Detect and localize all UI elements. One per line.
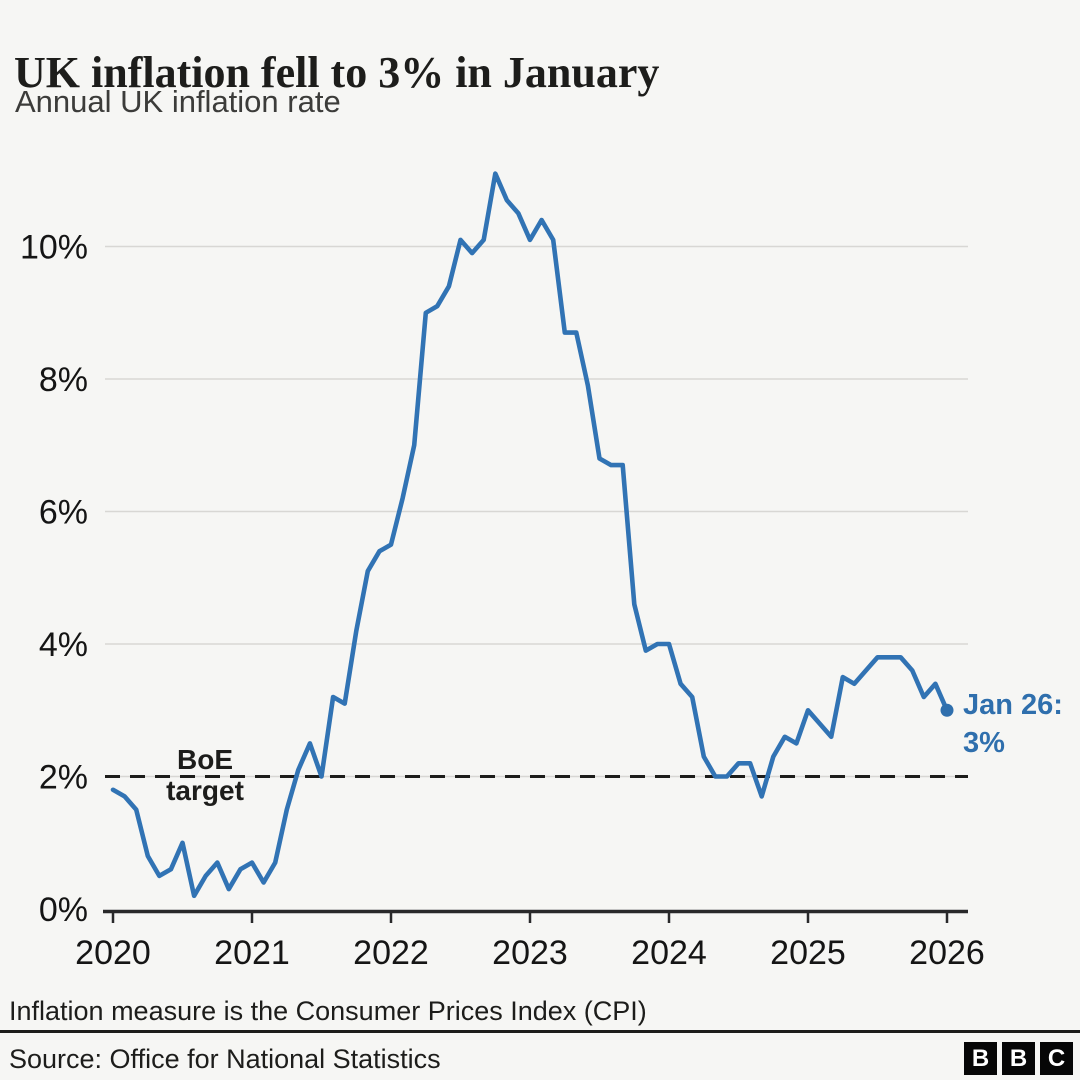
x-tick-label-2024: 2024 bbox=[631, 934, 707, 972]
x-tick-label-2025: 2025 bbox=[770, 934, 846, 972]
y-tick-label-4%: 4% bbox=[39, 626, 88, 664]
latest-value-dot bbox=[940, 703, 954, 717]
source-credit: Source: Office for National Statistics bbox=[9, 1044, 441, 1074]
y-tick-label-8%: 8% bbox=[39, 361, 88, 399]
bbc-logo-block-c: C bbox=[1040, 1042, 1073, 1075]
footer-divider bbox=[0, 1030, 1080, 1033]
bbc-logo-block-b1: B bbox=[964, 1042, 997, 1075]
chart-subtitle: Annual UK inflation rate bbox=[15, 84, 341, 119]
boe-target-label-line2: target bbox=[166, 775, 244, 806]
x-tick-label-2021: 2021 bbox=[214, 934, 290, 972]
chart-layer: 0% 2% 4% 6% 8% 10% 2020 2021 2022 2023 2024 2025 202… bbox=[20, 171, 985, 972]
bbc-logo: B B C bbox=[964, 1042, 1073, 1075]
x-tick-label-2026: 2026 bbox=[909, 934, 985, 972]
cpi-inflation-line bbox=[110, 171, 950, 899]
y-tick-label-6%: 6% bbox=[39, 494, 88, 532]
chart-title: UK inflation fell to 3% in January bbox=[14, 48, 660, 98]
y-tick-label-10%: 10% bbox=[20, 229, 88, 267]
y-tick-label-2%: 2% bbox=[39, 759, 88, 797]
annotation-value: 3% bbox=[963, 727, 1005, 759]
x-tick-label-2022: 2022 bbox=[353, 934, 429, 972]
bbc-logo-block-b2: B bbox=[1002, 1042, 1035, 1075]
boe-target-label-line1: BoE bbox=[177, 744, 233, 775]
chart-footnote: Inflation measure is the Consumer Prices… bbox=[9, 996, 647, 1026]
y-tick-label-0%: 0% bbox=[39, 891, 88, 929]
x-tick-label-2023: 2023 bbox=[492, 934, 568, 972]
annotation-date: Jan 26: bbox=[963, 689, 1063, 721]
x-tick-label-2020: 2020 bbox=[75, 934, 151, 972]
